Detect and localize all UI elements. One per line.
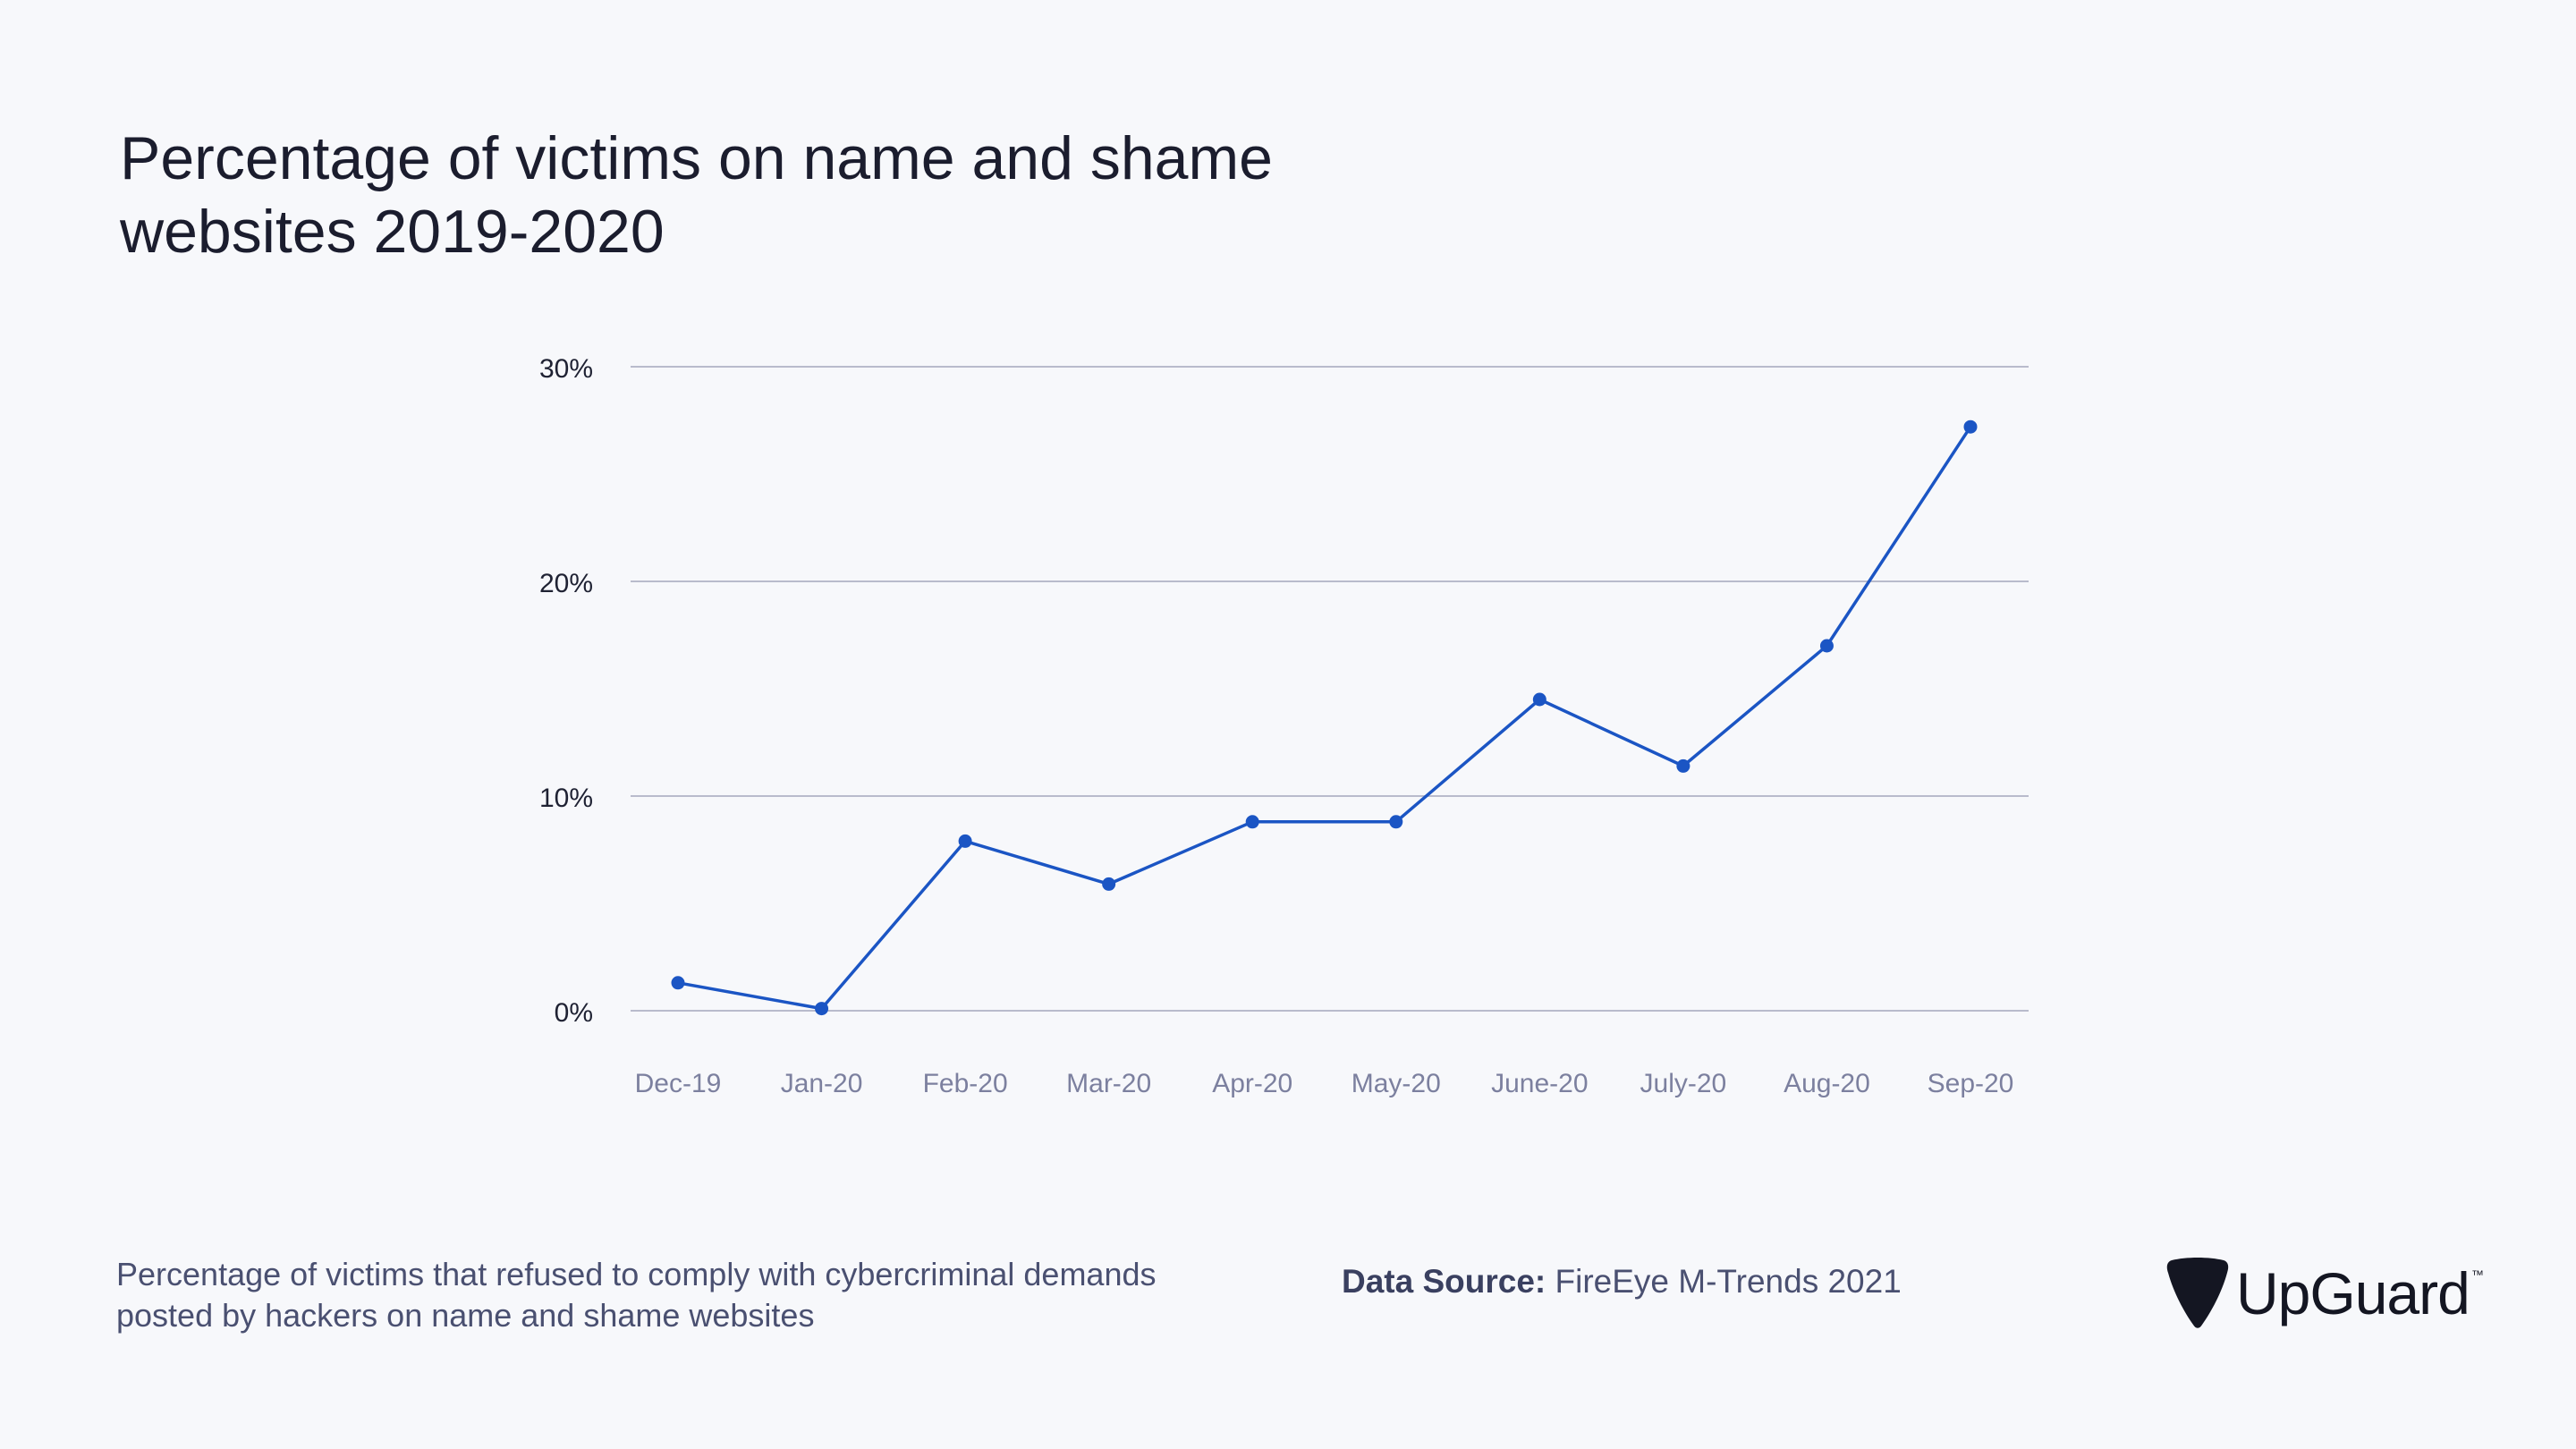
- data-point: [1245, 815, 1259, 829]
- data-point: [1389, 815, 1403, 829]
- x-tick-label: Feb-20: [923, 1069, 1008, 1098]
- chart-title: Percentage of victims on name and shame …: [120, 124, 1273, 266]
- x-tick-label: Mar-20: [1066, 1069, 1151, 1098]
- data-point: [1532, 692, 1546, 707]
- logo-trademark: ™: [2470, 1267, 2484, 1282]
- data-point: [958, 834, 972, 848]
- y-tick-label: 0%: [555, 998, 593, 1028]
- data-point: [1963, 419, 1978, 434]
- x-tick-label: June-20: [1491, 1069, 1588, 1098]
- y-tick-label: 10%: [539, 784, 593, 813]
- data-source: Data Source: FireEye M-Trends 2021: [1342, 1261, 1902, 1302]
- series-group: [671, 419, 1978, 1016]
- data-source-text: FireEye M-Trends 2021: [1555, 1263, 1902, 1300]
- grid-lines: [631, 366, 2029, 1012]
- upguard-logo: UpGuard ™: [2166, 1257, 2484, 1330]
- logo-text: UpGuard: [2236, 1260, 2470, 1326]
- data-point: [1819, 639, 1834, 653]
- line-chart: 0% 10% 20% 30% Dec-19 Jan-20 Feb-20 Mar-20 Apr-…: [539, 354, 2029, 1098]
- x-tick-label: May-20: [1352, 1069, 1441, 1098]
- data-point: [815, 1002, 829, 1016]
- series-line: [677, 426, 1972, 1011]
- y-axis-ticks: 0% 10% 20% 30%: [539, 354, 593, 1028]
- data-point: [1102, 877, 1116, 891]
- data-point: [1676, 758, 1690, 773]
- data-point: [671, 976, 685, 990]
- x-tick-label: Aug-20: [1784, 1069, 1870, 1098]
- chart-caption: Percentage of victims that refused to co…: [116, 1256, 1157, 1334]
- x-tick-label: Jan-20: [781, 1069, 863, 1098]
- x-tick-label: Dec-19: [635, 1069, 722, 1098]
- guitar-pick-shield-icon: [2166, 1258, 2229, 1328]
- x-tick-label: July-20: [1640, 1069, 1727, 1098]
- y-tick-label: 30%: [539, 354, 593, 384]
- x-axis-ticks: Dec-19 Jan-20 Feb-20 Mar-20 Apr-20 May-20 June…: [635, 1069, 2014, 1098]
- x-tick-label: Apr-20: [1212, 1069, 1292, 1098]
- y-tick-label: 20%: [539, 569, 593, 598]
- x-tick-label: Sep-20: [1928, 1069, 2014, 1098]
- data-source-label: Data Source:: [1342, 1263, 1546, 1300]
